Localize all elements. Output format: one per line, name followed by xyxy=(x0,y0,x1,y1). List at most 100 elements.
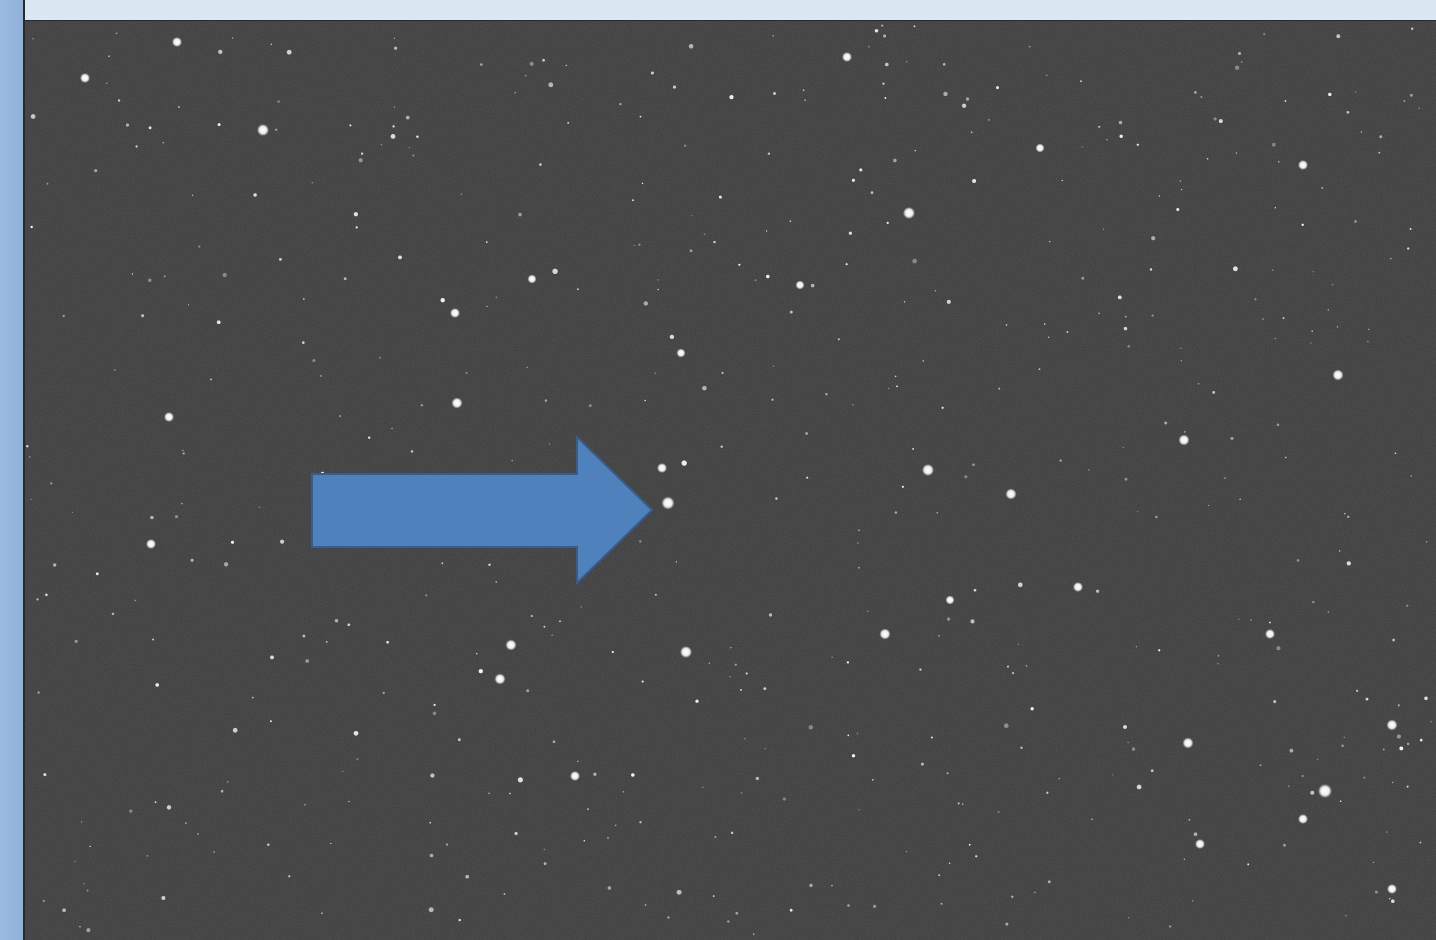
star xyxy=(1327,309,1330,311)
star-field-image xyxy=(25,21,1436,940)
star xyxy=(804,99,806,101)
star xyxy=(688,44,694,49)
star xyxy=(593,772,597,776)
star xyxy=(1059,459,1062,462)
star xyxy=(1158,195,1161,197)
star xyxy=(517,777,523,783)
star xyxy=(802,89,805,91)
star xyxy=(1250,619,1252,621)
star xyxy=(1379,135,1383,139)
star xyxy=(848,231,852,235)
star xyxy=(302,298,305,300)
star xyxy=(1254,298,1257,301)
star xyxy=(857,566,860,569)
star xyxy=(62,314,65,318)
star xyxy=(1336,34,1341,39)
star xyxy=(80,821,83,823)
star xyxy=(26,445,29,448)
star xyxy=(922,360,924,362)
star xyxy=(134,599,137,602)
star xyxy=(529,61,534,66)
star xyxy=(433,703,436,707)
star xyxy=(1378,151,1381,154)
star xyxy=(906,61,908,63)
star xyxy=(930,736,933,739)
star xyxy=(772,35,774,37)
star xyxy=(922,464,934,476)
star xyxy=(526,689,530,693)
star xyxy=(968,843,971,846)
star xyxy=(708,662,710,664)
star xyxy=(858,529,860,531)
star xyxy=(394,46,398,50)
star xyxy=(505,639,517,651)
star xyxy=(858,809,860,811)
star xyxy=(567,121,570,124)
star xyxy=(1247,863,1250,866)
star xyxy=(1088,469,1090,471)
star xyxy=(393,37,395,39)
star xyxy=(1409,227,1412,230)
star xyxy=(280,539,285,544)
star xyxy=(1224,477,1226,479)
star xyxy=(1336,326,1339,328)
star xyxy=(526,366,529,369)
star xyxy=(1123,725,1127,729)
star xyxy=(729,676,731,678)
star xyxy=(1058,778,1060,780)
star xyxy=(1274,207,1276,209)
star xyxy=(1034,891,1036,894)
star xyxy=(713,240,716,244)
star xyxy=(772,365,775,367)
star xyxy=(583,839,586,842)
star xyxy=(390,134,396,139)
star xyxy=(514,91,516,94)
star xyxy=(432,711,437,716)
star xyxy=(1030,707,1034,711)
star xyxy=(1332,369,1344,381)
star xyxy=(218,49,223,55)
star xyxy=(543,848,546,851)
star xyxy=(695,699,699,703)
star xyxy=(852,404,854,406)
star xyxy=(551,634,553,636)
star xyxy=(32,38,34,40)
star xyxy=(197,833,199,835)
star xyxy=(1212,390,1216,394)
star xyxy=(190,558,194,562)
star xyxy=(1430,720,1432,723)
star xyxy=(1217,654,1220,657)
star xyxy=(174,515,179,519)
star xyxy=(1073,582,1083,592)
star xyxy=(903,207,915,219)
star xyxy=(1354,91,1357,93)
star xyxy=(714,836,717,838)
star xyxy=(1118,120,1123,125)
star xyxy=(148,278,152,283)
star xyxy=(1164,421,1168,425)
star xyxy=(1298,814,1308,824)
star xyxy=(611,650,614,654)
star xyxy=(884,96,887,99)
star xyxy=(1411,27,1414,30)
star xyxy=(1301,775,1304,777)
star xyxy=(543,862,547,865)
star xyxy=(729,646,732,649)
star xyxy=(1061,179,1063,182)
star xyxy=(478,669,483,674)
star xyxy=(1158,649,1161,652)
star xyxy=(74,860,76,863)
star xyxy=(920,762,924,766)
star xyxy=(767,152,771,155)
star xyxy=(148,126,152,130)
star xyxy=(970,619,975,624)
star xyxy=(1046,791,1049,794)
star xyxy=(1262,318,1264,320)
star xyxy=(1269,621,1271,624)
star xyxy=(965,97,970,101)
star xyxy=(177,105,180,109)
star xyxy=(187,304,190,306)
star xyxy=(1005,324,1008,326)
star xyxy=(1011,895,1014,898)
top-frame-divider xyxy=(25,20,1436,21)
